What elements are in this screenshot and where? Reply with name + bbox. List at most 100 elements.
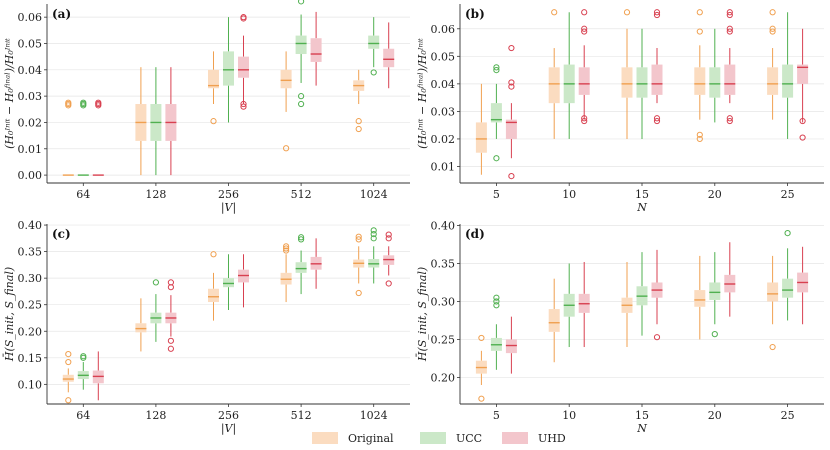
box-ucc	[150, 279, 162, 342]
flier-point	[711, 331, 718, 338]
box-iqr	[490, 103, 502, 123]
y-tick-label: 0.30	[18, 272, 43, 285]
box-ucc	[368, 17, 380, 76]
box-uhd	[238, 254, 249, 308]
box-uhd	[651, 9, 663, 125]
flier-point	[370, 69, 377, 76]
y-tick-label: 0.20	[431, 371, 456, 384]
flier-point	[653, 115, 661, 122]
flier-point	[508, 44, 515, 52]
x-tick-label: 20	[708, 188, 722, 201]
box-iqr	[223, 278, 234, 288]
flier-point	[581, 117, 588, 125]
flier-point	[298, 0, 305, 5]
flier-point	[210, 118, 217, 125]
flier-point	[167, 337, 174, 344]
flier-point	[298, 236, 305, 243]
flier-point	[493, 155, 500, 162]
legend-swatch	[312, 432, 338, 444]
box-uhd	[578, 9, 590, 125]
flier-point	[95, 99, 102, 106]
box-uhd	[383, 231, 395, 287]
box-ucc	[563, 263, 575, 348]
flier-point	[769, 25, 776, 32]
flier-point	[355, 289, 362, 297]
box-uhd	[797, 246, 809, 325]
box-ucc	[490, 64, 502, 162]
box-uhd	[165, 279, 177, 352]
flier-point	[493, 298, 500, 305]
box-ucc	[636, 28, 648, 139]
flier-point	[653, 11, 661, 19]
box-iqr	[709, 282, 721, 300]
y-tick-label: 0.02	[431, 133, 456, 146]
box-original	[621, 9, 633, 139]
y-tick-label: 0.06	[18, 11, 43, 24]
flier-point	[653, 117, 661, 125]
box-iqr	[578, 67, 590, 95]
box-ucc	[709, 28, 721, 123]
x-tick-label: 1024	[360, 188, 388, 201]
box-iqr	[135, 323, 147, 333]
flier-point	[581, 9, 588, 16]
panel-label: (d)	[465, 227, 485, 241]
flier-point	[493, 64, 500, 71]
box-original	[135, 298, 147, 352]
box-uhd	[310, 238, 322, 289]
box-original	[767, 9, 779, 120]
box-original	[62, 99, 74, 176]
flier-point	[581, 25, 588, 32]
box-uhd	[238, 14, 249, 110]
flier-point	[80, 353, 87, 360]
legend: Original UCC UHD	[312, 432, 566, 445]
legend-label: UHD	[538, 432, 566, 445]
flier-point	[65, 397, 72, 404]
flier-point	[478, 395, 485, 402]
box-uhd	[578, 261, 590, 348]
box-iqr	[505, 339, 517, 354]
x-tick-label: 5	[493, 409, 500, 422]
flier-point	[298, 100, 305, 108]
box-iqr	[62, 374, 74, 382]
y-tick-label: 0.35	[431, 257, 456, 270]
box-original	[208, 251, 219, 321]
y-tick-label: 0.01	[431, 160, 456, 173]
flier-point	[493, 66, 500, 74]
flier-point	[80, 99, 87, 106]
box-original	[280, 51, 292, 152]
flier-point	[493, 294, 500, 301]
box-original	[694, 255, 706, 340]
box-iqr	[548, 309, 560, 332]
x-tick-label: 10	[562, 409, 576, 422]
box-iqr	[310, 38, 322, 62]
legend-label: Original	[348, 432, 394, 445]
box-ucc	[77, 99, 89, 176]
box-iqr	[767, 282, 779, 302]
y-tick-label: 0.25	[431, 333, 456, 346]
box-iqr	[694, 290, 706, 307]
box-iqr	[280, 69, 292, 89]
box-uhd	[165, 67, 177, 176]
box-iqr	[295, 262, 307, 273]
flier-point	[726, 25, 733, 32]
legend-item-ucc: UCC	[420, 432, 482, 445]
box-iqr	[709, 67, 721, 98]
box-original	[135, 67, 147, 176]
box-original	[475, 83, 487, 175]
box-uhd	[724, 242, 736, 317]
flier-point	[799, 134, 806, 141]
flier-point	[551, 9, 558, 16]
box-ucc	[223, 254, 234, 311]
y-tick-label: 0.25	[18, 299, 43, 312]
box-iqr	[694, 67, 706, 95]
flier-point	[726, 11, 733, 19]
y-tick-label: 0.20	[18, 325, 43, 338]
x-tick-label: 25	[781, 409, 795, 422]
panel-label: (a)	[52, 7, 71, 21]
flier-point	[370, 235, 377, 242]
box-ucc	[490, 294, 502, 370]
x-tick-label: 512	[291, 409, 312, 422]
y-tick-label: 0.35	[18, 246, 43, 259]
x-tick-label: 64	[76, 409, 90, 422]
